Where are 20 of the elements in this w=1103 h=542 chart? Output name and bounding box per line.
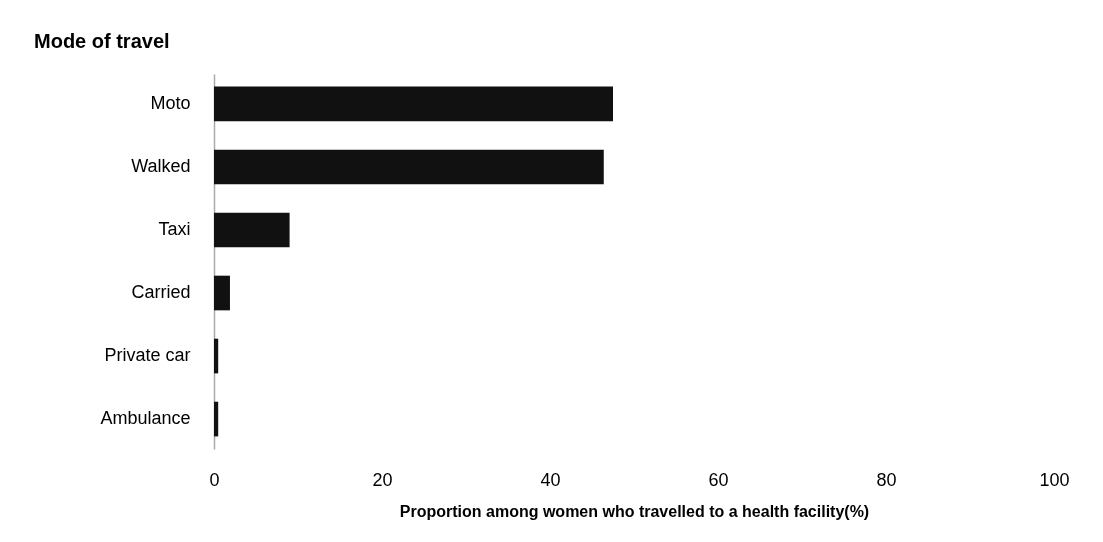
x-tick-label: 100 <box>1039 469 1070 490</box>
y-tick-label: Taxi <box>158 218 191 239</box>
x-tick-label: 40 <box>540 469 561 490</box>
y-tick-label: Moto <box>150 92 191 113</box>
x-tick-label: 80 <box>876 469 897 490</box>
y-tick-label: Ambulance <box>100 408 191 429</box>
x-tick-label: 0 <box>209 469 220 490</box>
bar <box>214 212 290 248</box>
x-tick-label: 60 <box>708 469 729 490</box>
bar <box>214 338 219 374</box>
bar <box>214 401 219 437</box>
chart-title: Mode of travel <box>34 30 170 52</box>
y-tick-label: Walked <box>131 155 191 176</box>
bar <box>214 275 230 311</box>
y-tick-label: Carried <box>131 282 191 303</box>
x-axis-title: Proportion among women who travelled to a health facility(%) <box>399 502 870 520</box>
x-tick-label: 20 <box>372 469 393 490</box>
bar <box>214 149 604 185</box>
bar <box>214 86 613 122</box>
y-tick-label: Private car <box>104 345 191 366</box>
